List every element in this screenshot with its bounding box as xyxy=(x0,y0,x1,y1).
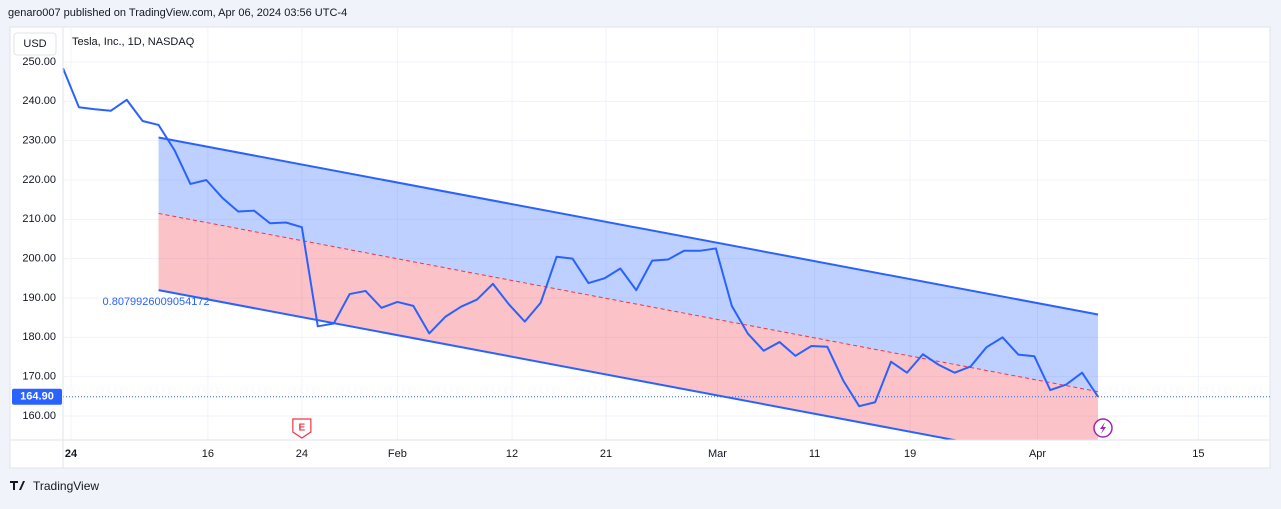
x-tick-label: 16 xyxy=(202,448,214,460)
last-price-tag xyxy=(12,388,62,405)
channel-level-label: 0.8079926009054172 xyxy=(103,296,210,308)
y-tick-label: 250.00 xyxy=(22,56,56,68)
currency[interactable]: USD xyxy=(23,38,46,50)
y-tick-label: 180.00 xyxy=(22,331,56,343)
x-tick-label: 11 xyxy=(809,448,820,460)
y-tick-label: 220.00 xyxy=(22,174,56,186)
chart-title: Tesla, Inc., 1D, NASDAQ xyxy=(72,36,195,48)
y-tick-label: 210.00 xyxy=(22,213,56,225)
currency-button[interactable] xyxy=(13,32,57,56)
brand: TradingView xyxy=(33,479,99,493)
byline: genaro007 published on TradingView.com, … xyxy=(8,7,347,19)
y-tick-label: 240.00 xyxy=(22,95,56,107)
channel-lower xyxy=(158,289,960,440)
channel-lower-fill xyxy=(158,213,1099,440)
last-price-label: 164.90 xyxy=(20,391,54,403)
x-tick-label: 12 xyxy=(506,448,518,460)
earnings-marker xyxy=(292,418,312,439)
y-tick-label: 200.00 xyxy=(22,253,56,265)
logo xyxy=(10,481,25,490)
y-tick-label: 190.00 xyxy=(22,292,56,304)
x-tick-label: 21 xyxy=(600,448,612,460)
lightning-icon[interactable] xyxy=(1093,418,1113,438)
y-tick-label: 170.00 xyxy=(22,371,56,383)
earnings-label: E xyxy=(299,423,306,434)
x-tick-label: 24 xyxy=(296,448,308,460)
price-line xyxy=(62,67,1099,408)
channel-upper-fill xyxy=(158,137,1099,392)
x-tick-label: Mar xyxy=(708,448,727,460)
channel-middle xyxy=(158,212,1099,393)
x-tick-label: 15 xyxy=(1192,448,1204,460)
x-tick-label: 24 xyxy=(65,448,78,460)
channel-upper xyxy=(158,136,1099,316)
x-tick-label: Feb xyxy=(388,448,407,460)
x-tick-label: 19 xyxy=(904,448,916,460)
y-tick-label: 160.00 xyxy=(22,410,56,422)
x-tick-label: Apr xyxy=(1029,448,1046,460)
y-tick-label: 230.00 xyxy=(22,135,56,147)
chart-panel xyxy=(9,26,1271,469)
